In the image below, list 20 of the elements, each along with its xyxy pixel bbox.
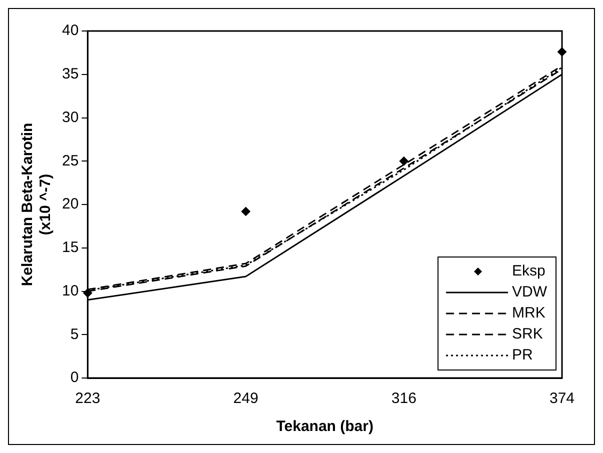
y-tick-label: 30 [62, 108, 79, 126]
legend-label: Eksp [512, 262, 546, 280]
y-tick-label: 10 [62, 282, 79, 300]
x-tick-label: 249 [233, 390, 258, 408]
x-tick-label: 223 [75, 390, 100, 408]
x-axis-title: Tekanan (bar) [276, 418, 374, 436]
y-tick-label: 15 [62, 239, 79, 256]
y-tick-label: 35 [62, 66, 79, 83]
legend-label: MRK [512, 304, 546, 322]
y-tick-label: 20 [62, 196, 79, 213]
legend-label: SRK [512, 326, 543, 343]
x-tick-label: 374 [549, 390, 575, 408]
x-tick-label: 316 [391, 390, 416, 408]
legend-label: PR [512, 346, 534, 364]
y-tick-label: 5 [70, 326, 79, 343]
y-tick-label: 25 [62, 152, 79, 170]
y-tick-label: 0 [70, 369, 79, 386]
y-tick-label: 40 [62, 22, 79, 40]
legend-label: VDW [512, 284, 548, 301]
y-axis-title: Kelarutan Beta-Karotin (x10 ^-7) [19, 122, 54, 286]
